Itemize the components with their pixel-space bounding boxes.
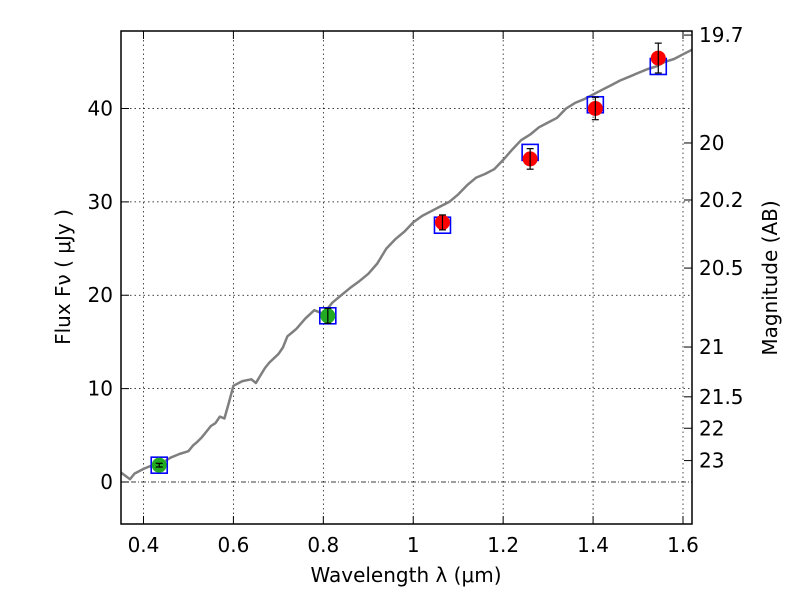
grid-lines xyxy=(121,31,692,524)
x-tick-label: 1.4 xyxy=(577,533,609,557)
magnitude-axis-label: Magnitude (AB) xyxy=(758,200,782,355)
y-tick-labels: 0 10 20 30 40 xyxy=(88,96,113,493)
series-layer xyxy=(121,42,692,481)
magnitude-tick-label: 20.5 xyxy=(699,256,744,280)
y-tick-label: 30 xyxy=(88,190,113,214)
magnitude-tick-label: 23 xyxy=(699,449,724,473)
x-tick-label: 1 xyxy=(407,533,420,557)
series-observed-red- xyxy=(434,42,666,231)
model-photometry-square xyxy=(150,456,169,474)
series-model-spectrum xyxy=(121,48,692,481)
y-tick-label: 40 xyxy=(88,96,113,120)
axis-ticks xyxy=(121,31,692,524)
spectrum-line xyxy=(121,48,692,481)
y-tick-label: 20 xyxy=(88,283,113,307)
magnitude-tick-label: 20.2 xyxy=(699,188,744,212)
y-tick-label: 10 xyxy=(88,377,113,401)
x-tick-label: 0.6 xyxy=(217,533,249,557)
x-tick-labels: 0.4 0.6 0.8 1 1.2 1.4 1.6 xyxy=(128,533,699,557)
x-tick-label: 1.6 xyxy=(667,533,699,557)
series-observed-green- xyxy=(151,307,336,473)
plot-frame xyxy=(120,30,693,525)
series-model-photometry xyxy=(150,57,668,474)
magnitude-tick-label: 21.5 xyxy=(699,385,744,409)
x-tick-label: 0.8 xyxy=(307,533,339,557)
x-tick-label: 0.4 xyxy=(128,533,160,557)
x-tick-label: 1.2 xyxy=(487,533,519,557)
magnitude-tick-label: 21 xyxy=(699,335,724,359)
magnitude-tick-label: 19.7 xyxy=(699,23,744,47)
y-tick-label: 0 xyxy=(100,470,113,494)
x-axis-label: Wavelength λ (μm) xyxy=(310,563,501,587)
y-axis-label: Flux Fν ( μJy ) xyxy=(51,209,75,345)
magnitude-tick-label: 20 xyxy=(699,131,724,155)
magnitude-tick-label: 22 xyxy=(699,416,724,440)
magnitude-tick-labels: 19.7 20 20.2 20.5 21 21.5 22 23 xyxy=(699,23,744,473)
